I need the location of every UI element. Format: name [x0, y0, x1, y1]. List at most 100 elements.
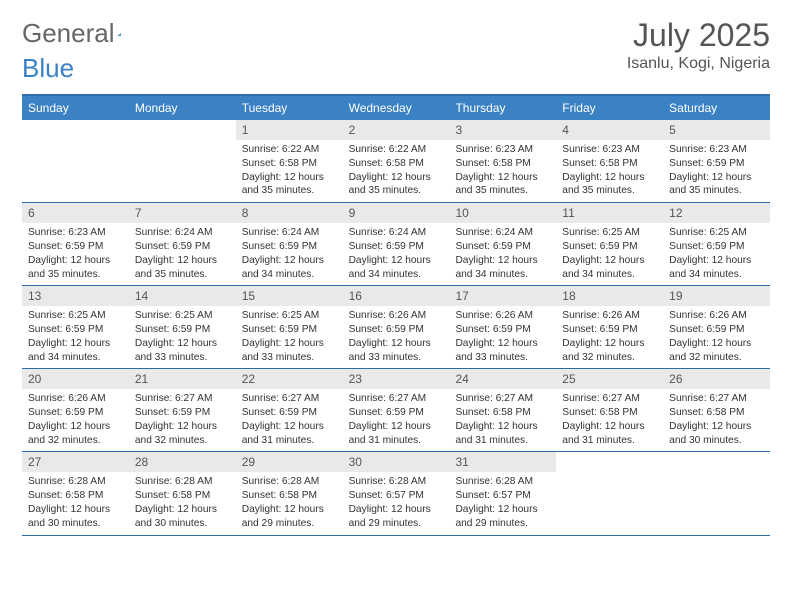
day-details: Sunrise: 6:26 AMSunset: 6:59 PMDaylight:… — [343, 306, 450, 364]
day-cell: 22Sunrise: 6:27 AMSunset: 6:59 PMDayligh… — [236, 369, 343, 451]
sunset-text: Sunset: 6:59 PM — [349, 406, 444, 420]
week-row: ..1Sunrise: 6:22 AMSunset: 6:58 PMDaylig… — [22, 120, 770, 203]
day-details: Sunrise: 6:25 AMSunset: 6:59 PMDaylight:… — [129, 306, 236, 364]
day-cell: 7Sunrise: 6:24 AMSunset: 6:59 PMDaylight… — [129, 203, 236, 285]
daylight-text: Daylight: 12 hours and 33 minutes. — [135, 337, 230, 365]
day-cell: 29Sunrise: 6:28 AMSunset: 6:58 PMDayligh… — [236, 452, 343, 534]
day-cell: 4Sunrise: 6:23 AMSunset: 6:58 PMDaylight… — [556, 120, 663, 202]
sunrise-text: Sunrise: 6:27 AM — [455, 392, 550, 406]
dow-wednesday: Wednesday — [343, 96, 450, 120]
daylight-text: Daylight: 12 hours and 35 minutes. — [455, 171, 550, 199]
day-details: Sunrise: 6:24 AMSunset: 6:59 PMDaylight:… — [343, 223, 450, 281]
day-number: 12 — [663, 203, 770, 223]
sunset-text: Sunset: 6:59 PM — [562, 323, 657, 337]
week-row: 27Sunrise: 6:28 AMSunset: 6:58 PMDayligh… — [22, 452, 770, 535]
day-cell: 17Sunrise: 6:26 AMSunset: 6:59 PMDayligh… — [449, 286, 556, 368]
day-details: Sunrise: 6:24 AMSunset: 6:59 PMDaylight:… — [129, 223, 236, 281]
dow-tuesday: Tuesday — [236, 96, 343, 120]
day-number: 8 — [236, 203, 343, 223]
week-row: 13Sunrise: 6:25 AMSunset: 6:59 PMDayligh… — [22, 286, 770, 369]
sunset-text: Sunset: 6:58 PM — [455, 157, 550, 171]
daylight-text: Daylight: 12 hours and 31 minutes. — [349, 420, 444, 448]
week-row: 20Sunrise: 6:26 AMSunset: 6:59 PMDayligh… — [22, 369, 770, 452]
sunrise-text: Sunrise: 6:23 AM — [562, 143, 657, 157]
sunset-text: Sunset: 6:59 PM — [669, 323, 764, 337]
sunrise-text: Sunrise: 6:23 AM — [455, 143, 550, 157]
day-cell: . — [22, 120, 129, 202]
dow-saturday: Saturday — [663, 96, 770, 120]
day-number: 19 — [663, 286, 770, 306]
day-details: Sunrise: 6:23 AMSunset: 6:59 PMDaylight:… — [22, 223, 129, 281]
day-details: Sunrise: 6:23 AMSunset: 6:58 PMDaylight:… — [449, 140, 556, 198]
sunrise-text: Sunrise: 6:25 AM — [28, 309, 123, 323]
day-cell: 24Sunrise: 6:27 AMSunset: 6:58 PMDayligh… — [449, 369, 556, 451]
weeks-container: ..1Sunrise: 6:22 AMSunset: 6:58 PMDaylig… — [22, 120, 770, 535]
day-details: Sunrise: 6:28 AMSunset: 6:58 PMDaylight:… — [22, 472, 129, 530]
day-number: 25 — [556, 369, 663, 389]
dow-friday: Friday — [556, 96, 663, 120]
sunset-text: Sunset: 6:58 PM — [349, 157, 444, 171]
sunrise-text: Sunrise: 6:27 AM — [669, 392, 764, 406]
sunset-text: Sunset: 6:59 PM — [242, 240, 337, 254]
day-cell: 2Sunrise: 6:22 AMSunset: 6:58 PMDaylight… — [343, 120, 450, 202]
logo-triangle-icon — [117, 24, 122, 44]
daylight-text: Daylight: 12 hours and 32 minutes. — [669, 337, 764, 365]
sunrise-text: Sunrise: 6:24 AM — [135, 226, 230, 240]
sunrise-text: Sunrise: 6:23 AM — [669, 143, 764, 157]
day-details: Sunrise: 6:24 AMSunset: 6:59 PMDaylight:… — [236, 223, 343, 281]
day-cell: 11Sunrise: 6:25 AMSunset: 6:59 PMDayligh… — [556, 203, 663, 285]
sunset-text: Sunset: 6:58 PM — [669, 406, 764, 420]
daylight-text: Daylight: 12 hours and 35 minutes. — [562, 171, 657, 199]
day-number: 29 — [236, 452, 343, 472]
daylight-text: Daylight: 12 hours and 34 minutes. — [242, 254, 337, 282]
day-number: 18 — [556, 286, 663, 306]
day-details: Sunrise: 6:27 AMSunset: 6:58 PMDaylight:… — [663, 389, 770, 447]
day-details: Sunrise: 6:27 AMSunset: 6:58 PMDaylight:… — [556, 389, 663, 447]
day-number: 22 — [236, 369, 343, 389]
sunset-text: Sunset: 6:59 PM — [135, 240, 230, 254]
sunset-text: Sunset: 6:59 PM — [669, 157, 764, 171]
day-details: Sunrise: 6:27 AMSunset: 6:59 PMDaylight:… — [236, 389, 343, 447]
sunset-text: Sunset: 6:58 PM — [242, 157, 337, 171]
day-cell: 31Sunrise: 6:28 AMSunset: 6:57 PMDayligh… — [449, 452, 556, 534]
sunrise-text: Sunrise: 6:24 AM — [349, 226, 444, 240]
day-number: 5 — [663, 120, 770, 140]
logo-text-accent: Blue — [22, 53, 74, 84]
daylight-text: Daylight: 12 hours and 34 minutes. — [349, 254, 444, 282]
sunrise-text: Sunrise: 6:22 AM — [242, 143, 337, 157]
sunset-text: Sunset: 6:58 PM — [242, 489, 337, 503]
day-details: Sunrise: 6:25 AMSunset: 6:59 PMDaylight:… — [22, 306, 129, 364]
day-details: Sunrise: 6:22 AMSunset: 6:58 PMDaylight:… — [343, 140, 450, 198]
day-cell: 28Sunrise: 6:28 AMSunset: 6:58 PMDayligh… — [129, 452, 236, 534]
day-number: 28 — [129, 452, 236, 472]
daylight-text: Daylight: 12 hours and 34 minutes. — [455, 254, 550, 282]
sunrise-text: Sunrise: 6:25 AM — [562, 226, 657, 240]
sunrise-text: Sunrise: 6:22 AM — [349, 143, 444, 157]
sunset-text: Sunset: 6:58 PM — [562, 406, 657, 420]
dow-monday: Monday — [129, 96, 236, 120]
sunset-text: Sunset: 6:58 PM — [135, 489, 230, 503]
sunset-text: Sunset: 6:59 PM — [349, 323, 444, 337]
daylight-text: Daylight: 12 hours and 30 minutes. — [28, 503, 123, 531]
daylight-text: Daylight: 12 hours and 35 minutes. — [28, 254, 123, 282]
day-number: 4 — [556, 120, 663, 140]
day-number: 26 — [663, 369, 770, 389]
day-cell: 8Sunrise: 6:24 AMSunset: 6:59 PMDaylight… — [236, 203, 343, 285]
day-cell: 5Sunrise: 6:23 AMSunset: 6:59 PMDaylight… — [663, 120, 770, 202]
day-number: 16 — [343, 286, 450, 306]
day-details: Sunrise: 6:23 AMSunset: 6:58 PMDaylight:… — [556, 140, 663, 198]
daylight-text: Daylight: 12 hours and 31 minutes. — [562, 420, 657, 448]
daylight-text: Daylight: 12 hours and 35 minutes. — [242, 171, 337, 199]
sunrise-text: Sunrise: 6:25 AM — [669, 226, 764, 240]
logo-text-main: General — [22, 18, 115, 49]
day-number: 24 — [449, 369, 556, 389]
sunset-text: Sunset: 6:59 PM — [669, 240, 764, 254]
day-details: Sunrise: 6:25 AMSunset: 6:59 PMDaylight:… — [556, 223, 663, 281]
month-title: July 2025 — [627, 18, 770, 53]
day-number: 7 — [129, 203, 236, 223]
daylight-text: Daylight: 12 hours and 34 minutes. — [669, 254, 764, 282]
day-cell: 27Sunrise: 6:28 AMSunset: 6:58 PMDayligh… — [22, 452, 129, 534]
sunrise-text: Sunrise: 6:28 AM — [349, 475, 444, 489]
day-details: Sunrise: 6:27 AMSunset: 6:59 PMDaylight:… — [129, 389, 236, 447]
sunrise-text: Sunrise: 6:25 AM — [135, 309, 230, 323]
